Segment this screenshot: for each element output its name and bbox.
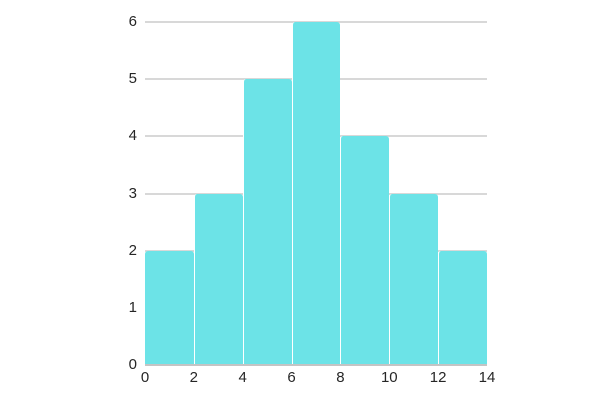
histogram-bar: [340, 136, 390, 365]
x-tick-label: 2: [189, 369, 199, 386]
histogram-bar: [193, 193, 243, 365]
x-tick-label: 8: [336, 369, 345, 386]
histogram-bar: [242, 79, 292, 365]
histogram-bar: [389, 193, 439, 365]
histogram-bar: [438, 250, 487, 365]
y-tick-label: 2: [128, 241, 137, 259]
y-tick-label: 4: [128, 127, 137, 145]
x-tick-label: 0: [140, 369, 150, 386]
y-tick-label: 0: [128, 356, 137, 373]
histogram-bar: [145, 250, 194, 365]
x-tick-label: 4: [238, 369, 247, 386]
x-tick-label: 10: [380, 369, 398, 386]
y-tick-label: 5: [128, 70, 137, 88]
y-tick-label: 6: [128, 13, 137, 30]
y-tick-label: 1: [128, 298, 137, 316]
x-axis-line: [145, 364, 487, 366]
histogram-bar: [291, 22, 341, 365]
x-tick-label: 12: [429, 369, 447, 386]
plot-area: [145, 21, 487, 366]
x-tick-label: 14: [478, 369, 496, 386]
y-tick-label: 3: [128, 184, 137, 202]
x-tick-label: 6: [287, 369, 296, 386]
